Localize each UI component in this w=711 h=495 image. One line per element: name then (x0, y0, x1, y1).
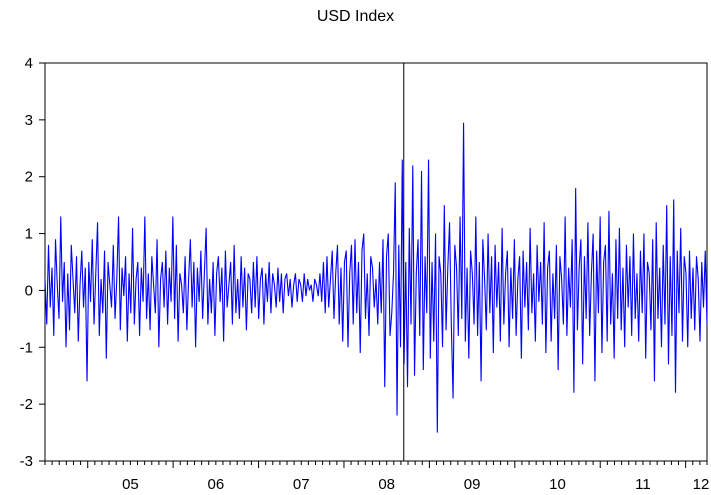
x-tick-label: 06 (207, 476, 224, 493)
plot-content (44, 63, 708, 461)
x-tick-label: 09 (464, 476, 481, 493)
x-tick-label: 12 (693, 476, 710, 493)
y-tick-label: 4 (25, 55, 33, 72)
y-tick-label: -2 (20, 396, 33, 413)
x-axis: 05 06 07 08 09 10 11 12 (44, 461, 710, 493)
x-tick-label: 07 (293, 476, 310, 493)
y-tick-label: 0 (25, 282, 33, 299)
chart-title: USD Index (316, 8, 395, 25)
y-tick-label: -3 (20, 453, 33, 470)
x-tick-label: 10 (549, 476, 566, 493)
x-tick-label: 05 (122, 476, 139, 493)
y-tick-label: 1 (25, 226, 33, 243)
x-tick-label: 11 (635, 476, 651, 493)
usd-index-series-line (44, 122, 708, 433)
y-tick-label: 2 (25, 169, 33, 186)
y-tick-label: 3 (25, 112, 33, 129)
x-tick-label: 08 (378, 476, 395, 493)
y-tick-label: -1 (20, 339, 33, 356)
y-axis: -3 -2 -1 0 1 2 3 4 (20, 55, 45, 470)
